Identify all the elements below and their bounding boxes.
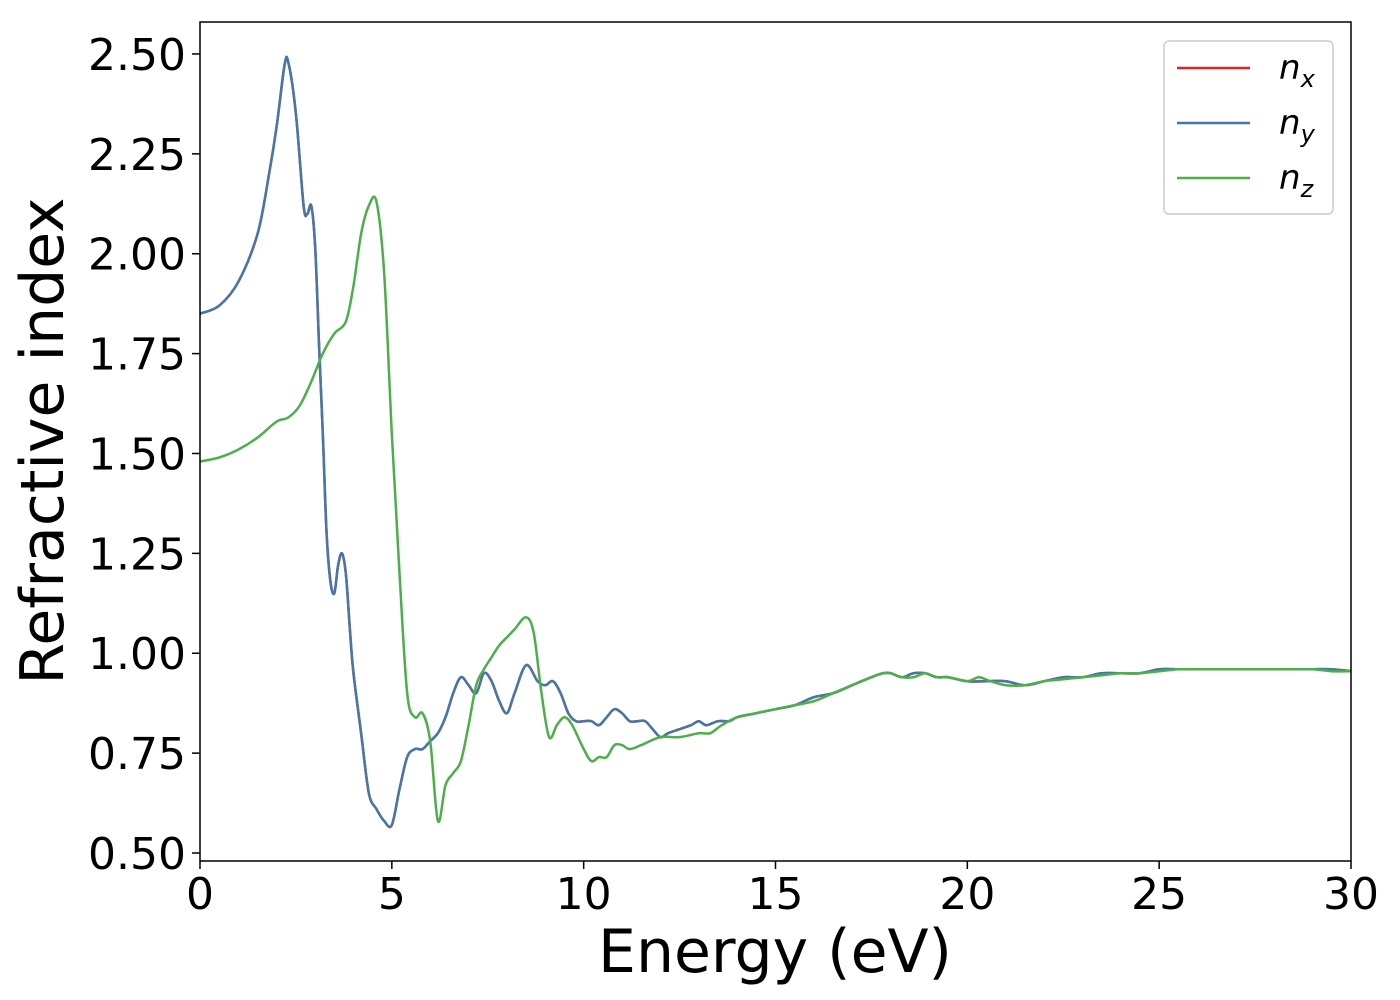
legend-label-subscript: y <box>1300 120 1316 148</box>
legend-entry-n-y: ny <box>1279 103 1316 148</box>
x-tick-label: 30 <box>1323 869 1379 920</box>
legend-box <box>1163 40 1334 215</box>
y-tick-label: 0.75 <box>88 729 186 780</box>
y-tick-label: 1.00 <box>88 629 186 680</box>
x-tick-label: 5 <box>378 869 406 920</box>
legend-label-base: n <box>1279 158 1301 198</box>
x-axis: 0 5 10 15 20 25 30 <box>186 861 1379 920</box>
legend-entry-n-x: nx <box>1279 48 1316 93</box>
legend-label-subscript: x <box>1300 65 1316 93</box>
legend-label-base: n <box>1279 48 1301 88</box>
x-tick-label: 0 <box>186 869 214 920</box>
y-tick-label: 0.50 <box>88 829 186 880</box>
series-line-n-y <box>200 55 1351 829</box>
x-tick-label: 10 <box>556 869 612 920</box>
y-tick-label: 2.00 <box>88 230 186 281</box>
legend-label-subscript: z <box>1300 175 1315 203</box>
y-axis: 0.50 0.75 1.00 1.25 1.50 1.75 2.00 2.25 2.50 <box>88 30 200 880</box>
x-tick-label: 20 <box>939 869 995 920</box>
legend-entry-n-z: nz <box>1279 158 1315 203</box>
y-tick-label: 1.50 <box>88 429 186 480</box>
series-line-n-z <box>200 195 1351 824</box>
y-axis-title: Refractive index <box>8 197 78 684</box>
y-tick-label: 2.50 <box>88 30 186 81</box>
x-axis-title: Energy (eV) <box>598 917 952 987</box>
x-tick-label: 15 <box>748 869 804 920</box>
y-tick-label: 1.25 <box>88 529 186 580</box>
y-tick-label: 1.75 <box>88 330 186 381</box>
y-tick-label: 2.25 <box>88 130 186 181</box>
series-layer <box>200 55 1351 829</box>
x-tick-label: 25 <box>1131 869 1187 920</box>
legend-label-base: n <box>1279 103 1301 143</box>
